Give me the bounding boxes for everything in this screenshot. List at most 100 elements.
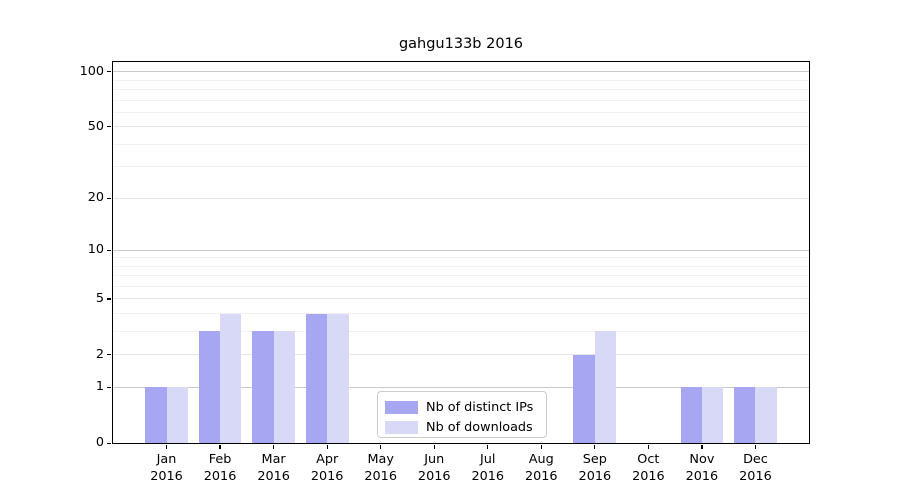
gridline-minor: [113, 265, 809, 267]
x-tick-mark: [754, 445, 757, 449]
x-tick-label-year: 2016: [203, 469, 237, 484]
x-tick-label-month: Jun: [424, 452, 445, 467]
x-tick-label-year: 2016: [310, 469, 344, 484]
gridline-major: [113, 386, 809, 388]
x-tick-label-month: Oct: [637, 452, 660, 467]
x-tick-label: Jan 2016: [137, 451, 197, 485]
x-tick-label-month: Dec: [743, 452, 768, 467]
x-tick-label-month: Aug: [528, 452, 554, 467]
x-tick-mark: [540, 445, 542, 449]
x-tick-label: Dec 2016: [725, 451, 785, 485]
bar-jan-distinct-ips: [145, 387, 167, 443]
x-tick-label: Jul 2016: [458, 451, 518, 485]
gridline-minor: [113, 197, 809, 199]
x-tick-label: Sep 2016: [565, 451, 625, 485]
y-tick-label: 20: [87, 190, 104, 206]
y-tick-mark: [107, 386, 111, 388]
y-tick-mark: [107, 298, 111, 300]
bar-feb-distinct-ips: [198, 331, 221, 443]
x-tick-label-month: Sep: [582, 452, 607, 467]
y-tick-label: 100: [79, 63, 104, 79]
x-tick-mark: [701, 445, 703, 449]
x-tick-mark: [273, 445, 275, 449]
x-tick-label-year: 2016: [578, 469, 612, 484]
y-tick-label: 1: [95, 379, 104, 395]
x-tick-label-year: 2016: [525, 469, 558, 484]
x-tick-mark: [647, 445, 649, 449]
bar-jan-downloads: [166, 387, 188, 443]
y-tick-mark: [107, 126, 111, 128]
y-tick-mark: [107, 442, 111, 444]
x-tick-mark: [487, 445, 489, 449]
y-tick-label: 2: [95, 346, 104, 362]
bar-mar-downloads: [273, 331, 296, 443]
bar-dec-downloads: [755, 387, 777, 443]
x-tick-label: Aug 2016: [511, 451, 571, 485]
gridline-minor: [113, 298, 809, 300]
gridline-minor: [113, 166, 809, 168]
x-tick-label-month: May: [367, 452, 394, 467]
gridline-minor: [113, 354, 809, 356]
y-tick-mark: [107, 71, 111, 73]
gridline-major: [113, 71, 809, 73]
y-tick-label: 50: [87, 118, 104, 134]
bar-nov-downloads: [701, 387, 724, 443]
x-tick-label: Apr 2016: [297, 451, 357, 485]
x-tick-label-month: Jan: [156, 452, 177, 467]
y-tick-label: 10: [87, 242, 104, 258]
plot-area: Nb of distinct IPs Nb of downloads: [112, 61, 810, 444]
legend-label-downloads: Nb of downloads: [426, 419, 533, 435]
x-tick-label: Mar 2016: [244, 451, 304, 485]
legend-swatch-downloads: [385, 420, 418, 434]
x-tick-mark: [326, 445, 328, 449]
x-tick-label-month: Jul: [480, 452, 496, 467]
x-tick-label-month: Apr: [316, 452, 339, 467]
chart-title: gahgu133b 2016: [398, 36, 524, 52]
x-tick-mark: [433, 445, 435, 449]
legend: Nb of distinct IPs Nb of downloads: [377, 391, 547, 438]
bar-sep-downloads: [594, 331, 617, 443]
x-tick-mark: [165, 445, 168, 449]
bar-apr-downloads: [327, 313, 349, 443]
y-tick-label: 0: [95, 435, 104, 450]
y-tick-mark: [107, 354, 111, 356]
bar-apr-distinct-ips: [305, 313, 328, 443]
gridline-minor: [113, 313, 809, 315]
bar-mar-distinct-ips: [252, 331, 274, 443]
x-tick-mark: [594, 445, 596, 449]
x-tick-label-year: 2016: [632, 469, 665, 484]
gridline-minor: [113, 275, 809, 277]
x-tick-label-year: 2016: [257, 469, 290, 484]
bar-feb-downloads: [220, 313, 242, 443]
gridline-minor: [113, 143, 809, 145]
gridline-minor: [113, 330, 809, 332]
x-tick-mark: [380, 445, 382, 449]
x-tick-label-year: 2016: [739, 469, 772, 484]
x-tick-label-year: 2016: [150, 469, 183, 484]
x-tick-label-month: Feb: [208, 452, 232, 467]
y-tick-label: 5: [95, 290, 104, 306]
bar-sep-distinct-ips: [573, 354, 595, 443]
bar-dec-distinct-ips: [734, 387, 756, 443]
y-tick-mark: [107, 249, 111, 251]
legend-swatch-distinct-ips: [385, 400, 418, 414]
legend-label-distinct-ips: Nb of distinct IPs: [426, 399, 534, 415]
x-tick-label-year: 2016: [471, 469, 505, 484]
y-tick-mark: [107, 197, 111, 199]
x-tick-label-year: 2016: [364, 469, 397, 484]
x-tick-label: Nov 2016: [672, 451, 732, 485]
x-tick-label: May 2016: [351, 451, 411, 485]
gridline-major: [113, 249, 809, 251]
gridline-minor: [113, 88, 809, 90]
legend-item-distinct-ips: Nb of distinct IPs: [385, 397, 540, 417]
x-tick-mark: [219, 445, 221, 449]
bar-nov-distinct-ips: [680, 387, 702, 443]
gridline-minor: [113, 99, 809, 101]
x-tick-label-year: 2016: [417, 469, 451, 484]
legend-item-downloads: Nb of downloads: [385, 417, 540, 437]
x-tick-label: Feb 2016: [190, 451, 250, 485]
gridline-minor: [113, 79, 809, 81]
gridline-minor: [113, 111, 809, 113]
x-tick-label: Jun 2016: [404, 451, 464, 485]
